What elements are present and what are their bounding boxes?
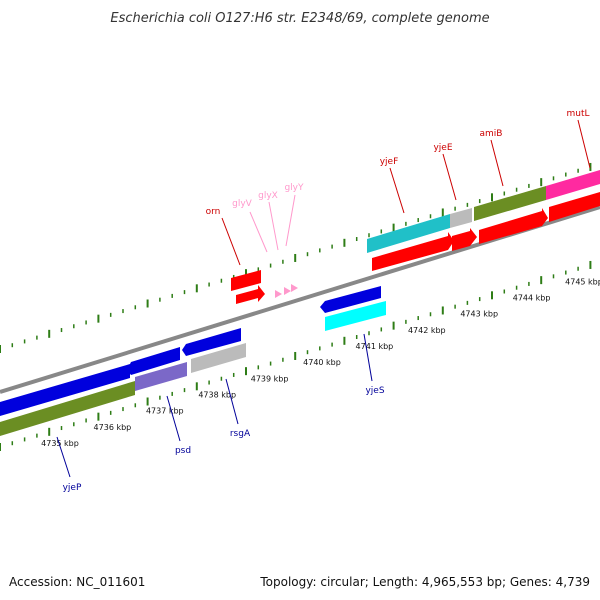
forward-cds-row — [231, 192, 600, 304]
leader-yjeS — [363, 333, 373, 382]
trna-glyX[interactable] — [284, 287, 291, 295]
cog-block-yjeF[interactable] — [367, 214, 450, 253]
cog-block-yjeP[interactable] — [0, 381, 135, 436]
kbp-label: 4739 kbp — [251, 374, 289, 383]
leader-psd — [166, 395, 181, 442]
kbp-label: 4743 kbp — [460, 310, 498, 319]
label-yjeS[interactable]: yjeS — [365, 386, 384, 396]
gene-yjeP[interactable] — [0, 364, 130, 416]
cog-block-amiB[interactable] — [474, 186, 546, 221]
forward-cog-row — [367, 170, 600, 253]
leader-glyV — [249, 211, 268, 253]
gene-yjeE[interactable] — [452, 228, 477, 251]
label-yjeF[interactable]: yjeF — [380, 157, 399, 167]
cog-block-rsgA[interactable] — [191, 343, 246, 373]
kbp-label: 4745 kbp — [565, 277, 600, 286]
gene-rsgA[interactable] — [182, 328, 241, 356]
reverse-tick-row — [0, 260, 592, 451]
gene-mutL[interactable] — [549, 192, 600, 222]
forward-tick-row — [0, 162, 592, 353]
label-rsgA[interactable]: rsgA — [230, 429, 251, 439]
kbp-label: 4742 kbp — [408, 326, 446, 335]
reverse-gene-labels: yjeP psd rsgA yjeS — [56, 333, 385, 493]
label-amiB[interactable]: amiB — [480, 129, 503, 139]
gene-psd[interactable] — [127, 347, 180, 375]
cog-block-yjeE[interactable] — [450, 208, 472, 228]
label-yjeE[interactable]: yjeE — [433, 143, 452, 153]
leader-glyX — [268, 201, 279, 251]
kbp-label: 4741 kbp — [356, 342, 394, 351]
trna-glyY[interactable] — [291, 284, 298, 292]
gene-yjeF[interactable] — [372, 232, 454, 271]
leader-yjeP — [56, 436, 71, 478]
label-yjeP[interactable]: yjeP — [63, 483, 82, 493]
cog-block-mutL[interactable] — [546, 170, 600, 200]
kbp-label: 4737 kbp — [146, 407, 184, 416]
label-glyV[interactable]: glyV — [232, 199, 253, 209]
accession-text: Accession: NC_011601 — [9, 575, 145, 589]
kbp-label: 4738 kbp — [198, 391, 236, 400]
leader-yjeE — [442, 153, 457, 201]
leader-glyY — [285, 194, 296, 247]
map-title: Escherichia coli O127:H6 str. E2348/69, … — [110, 11, 489, 26]
forward-gene-labels: orn glyV glyX glyY yjeF yjeE amiB mutL — [206, 109, 591, 266]
leader-rsgA — [225, 378, 239, 425]
cog-block-psd[interactable] — [135, 362, 187, 391]
kbp-label: 4740 kbp — [303, 358, 341, 367]
gene-amiB[interactable] — [479, 208, 548, 244]
label-orn[interactable]: orn — [206, 207, 221, 217]
kbp-label: 4744 kbp — [513, 294, 551, 303]
label-glyX[interactable]: glyX — [258, 191, 278, 201]
gene-yjeS[interactable] — [320, 286, 381, 313]
reverse-cds-row — [0, 286, 381, 416]
leader-yjeF — [389, 167, 405, 214]
trna-glyV[interactable] — [275, 290, 282, 298]
label-psd[interactable]: psd — [175, 446, 191, 456]
label-mutL[interactable]: mutL — [566, 109, 589, 119]
kbp-label: 4735 kbp — [41, 439, 79, 448]
gene-orn-arrow[interactable] — [236, 285, 265, 304]
gene-orn[interactable] — [231, 270, 261, 291]
leader-orn — [221, 217, 241, 266]
leader-mutL — [577, 119, 591, 169]
kbp-labels: 4735 kbp 4736 kbp 4737 kbp 4738 kbp 4739 kbp… — [41, 277, 600, 448]
cog-block-yjeS[interactable] — [325, 301, 386, 331]
kbp-label: 4736 kbp — [94, 423, 132, 432]
genome-summary-text: Topology: circular; Length: 4,965,553 bp… — [259, 575, 590, 589]
label-glyY[interactable]: glyY — [284, 183, 304, 193]
leader-amiB — [490, 139, 504, 187]
reverse-cog-row — [0, 301, 386, 436]
